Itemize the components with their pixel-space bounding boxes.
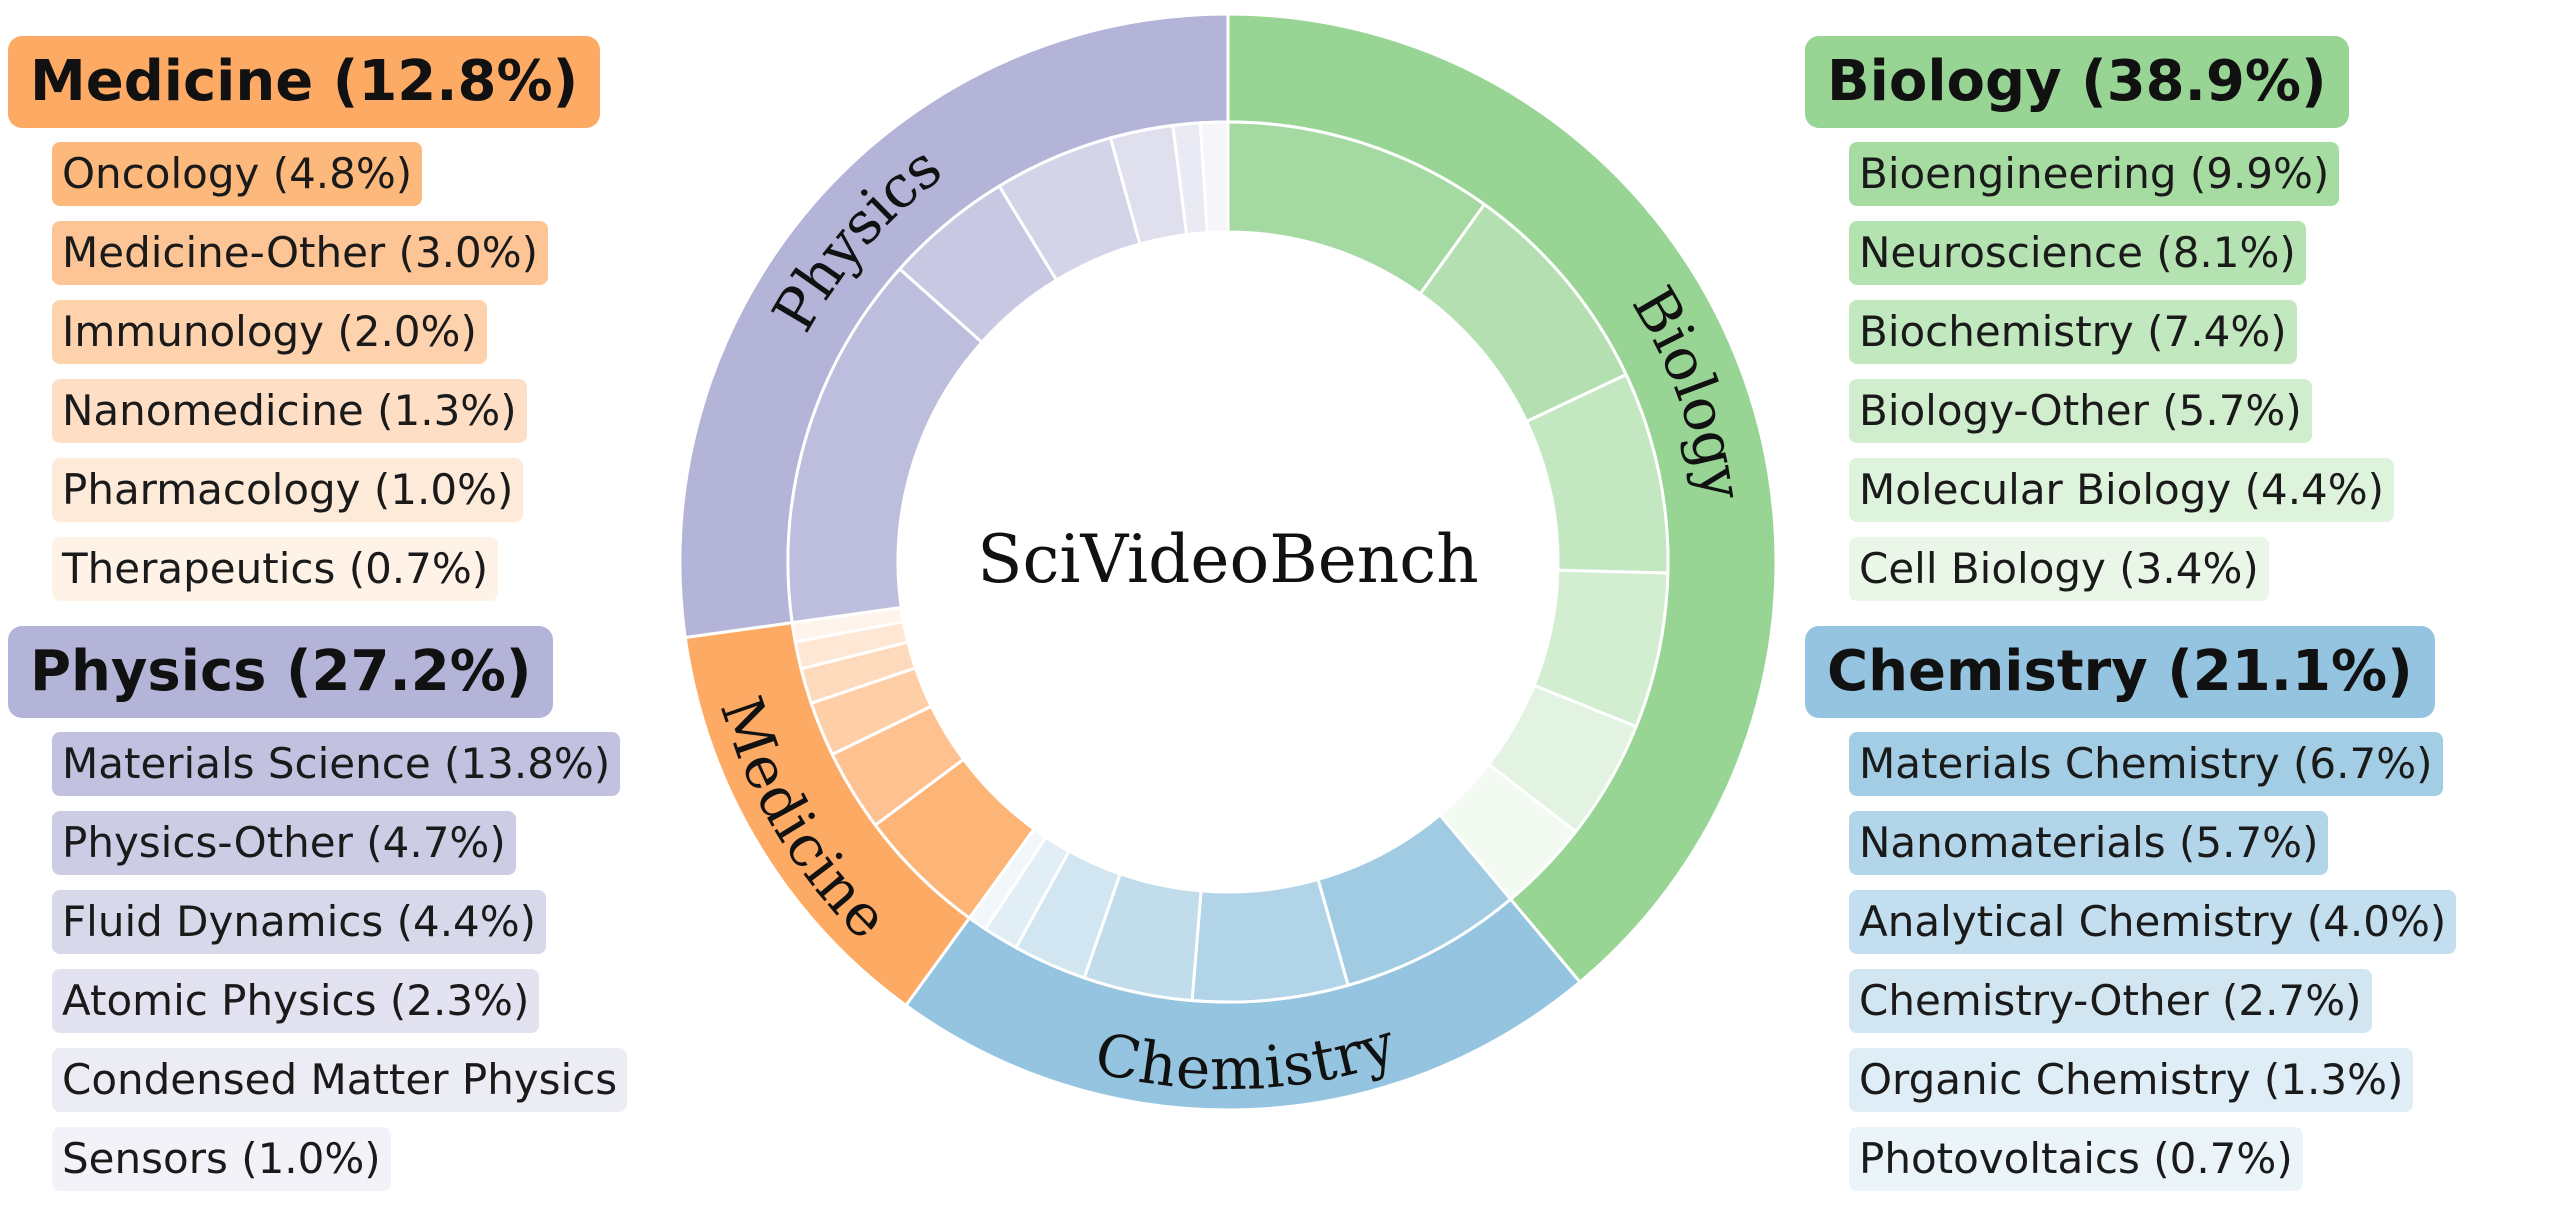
legend-item-atomic-physics: Atomic Physics (2.3%) — [52, 969, 540, 1033]
legend-item-nanomedicine: Nanomedicine (1.3%) — [52, 379, 527, 443]
legend-item-cell-biology: Cell Biology (3.4%) — [1849, 537, 2269, 601]
legend-item-pharmacology: Pharmacology (1.0%) — [52, 458, 524, 522]
legend-item-materials-science: Materials Science (13.8%) — [52, 732, 621, 796]
biology-subcategory-list: Bioengineering (9.9%) Neuroscience (8.1%… — [1849, 142, 2395, 601]
legend-item-organic-chemistry: Organic Chemistry (1.3%) — [1849, 1048, 2414, 1112]
panel-medicine: Medicine (12.8%) Oncology (4.8%) Medicin… — [8, 36, 601, 616]
legend-item-neuroscience: Neuroscience (8.1%) — [1849, 221, 2306, 285]
legend-item-biology-other: Biology-Other (5.7%) — [1849, 379, 2312, 443]
inner-slice-nanomaterials — [1190, 877, 1350, 1004]
legend-item-analytical-chemistry: Analytical Chemistry (4.0%) — [1849, 890, 2457, 954]
legend-item-photovoltaics: Photovoltaics (0.7%) — [1849, 1127, 2303, 1191]
legend-item-physics-other: Physics-Other (4.7%) — [52, 811, 516, 875]
legend-item-bioengineering: Bioengineering (9.9%) — [1849, 142, 2340, 206]
legend-item-condensed-matter-physics: Condensed Matter Physics — [52, 1048, 628, 1112]
panel-chemistry: Chemistry (21.1%) Materials Chemistry (6… — [1805, 626, 2457, 1206]
chemistry-subcategory-list: Materials Chemistry (6.7%) Nanomaterials… — [1849, 732, 2457, 1191]
category-box-physics: Physics (27.2%) — [8, 626, 554, 718]
inner-slice-sensors — [1198, 120, 1230, 235]
legend-item-chemistry-other: Chemistry-Other (2.7%) — [1849, 969, 2372, 1033]
medicine-subcategory-list: Oncology (4.8%) Medicine-Other (3.0%) Im… — [52, 142, 600, 601]
legend-item-therapeutics: Therapeutics (0.7%) — [52, 537, 499, 601]
legend-item-fluid-dynamics: Fluid Dynamics (4.4%) — [52, 890, 547, 954]
category-box-chemistry: Chemistry (21.1%) — [1805, 626, 2435, 718]
legend-item-medicine-other: Medicine-Other (3.0%) — [52, 221, 549, 285]
legend-item-materials-chemistry: Materials Chemistry (6.7%) — [1849, 732, 2443, 796]
physics-subcategory-list: Materials Science (13.8%) Physics-Other … — [52, 732, 628, 1191]
category-box-biology: Biology (38.9%) — [1805, 36, 2349, 128]
chart-title: SciVideoBench — [977, 521, 1478, 598]
category-box-medicine: Medicine (12.8%) — [8, 36, 601, 128]
legend-item-biochemistry: Biochemistry (7.4%) — [1849, 300, 2297, 364]
legend-item-nanomaterials: Nanomaterials (5.7%) — [1849, 811, 2329, 875]
legend-item-sensors: Sensors (1.0%) — [52, 1127, 391, 1191]
panel-biology: Biology (38.9%) Bioengineering (9.9%) Ne… — [1805, 36, 2395, 616]
panel-physics: Physics (27.2%) Materials Science (13.8%… — [8, 626, 628, 1206]
legend-item-oncology: Oncology (4.8%) — [52, 142, 423, 206]
legend-item-immunology: Immunology (2.0%) — [52, 300, 487, 364]
legend-item-molecular-biology: Molecular Biology (4.4%) — [1849, 458, 2395, 522]
